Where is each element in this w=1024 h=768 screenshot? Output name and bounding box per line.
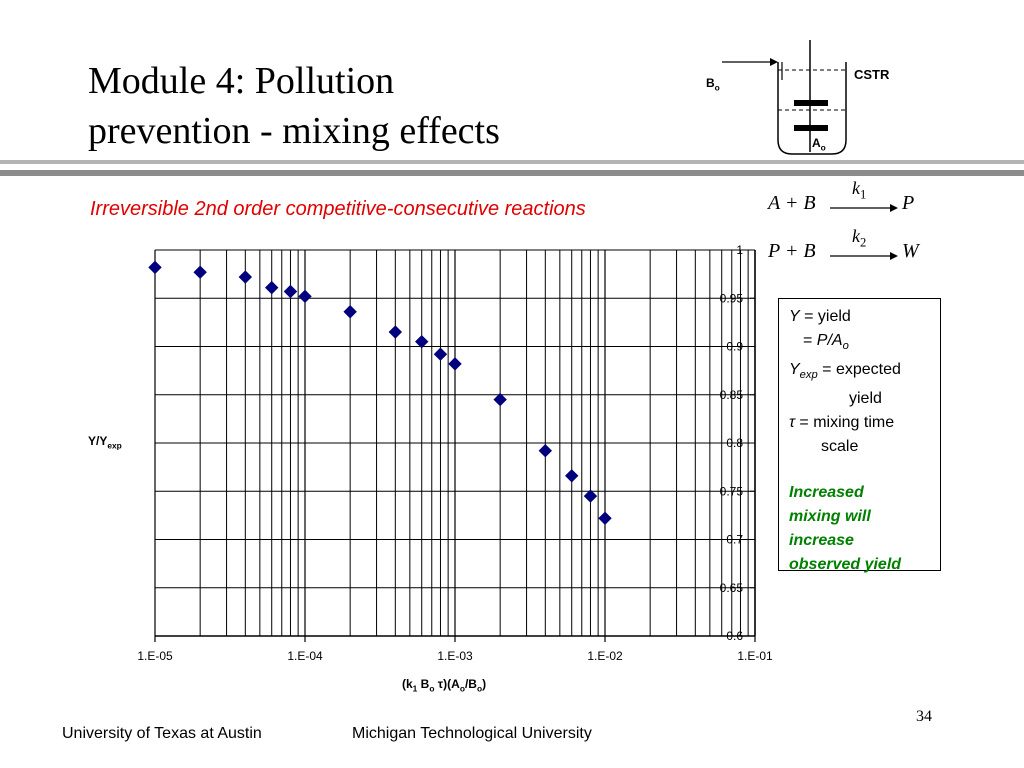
def-expected-yield: Yexp = expected	[789, 361, 901, 382]
y-tick-label: 0.9	[726, 340, 743, 354]
reactor-label: CSTR	[854, 67, 890, 82]
data-point	[598, 511, 612, 525]
data-point	[343, 305, 357, 319]
y-tick-label: 0.65	[720, 581, 744, 595]
y-tick-label: 0.95	[720, 291, 744, 305]
reaction-2-rate: k2	[852, 226, 867, 250]
impeller-blade-upper	[794, 100, 828, 106]
slide-title: Module 4: Pollution prevention - mixing …	[88, 56, 500, 156]
def-expected-yield-cont: yield	[849, 390, 882, 408]
data-point	[148, 260, 162, 275]
feed-arrow-icon	[770, 58, 778, 66]
x-tick-label: 1.E-02	[587, 649, 623, 663]
definitions-box: Y = yield = P/Ao Yexp = expected yield τ…	[778, 298, 941, 573]
x-tick-label: 1.E-01	[737, 649, 773, 663]
slide-title-line2: prevention - mixing effects	[88, 110, 500, 152]
reaction-1-rhs: P	[902, 192, 915, 214]
def-mixing-time: τ = mixing time	[789, 414, 895, 432]
reaction-1: A + B k1 P	[768, 178, 948, 222]
note-line-4: observed yield	[789, 556, 902, 574]
data-point	[388, 325, 403, 339]
impeller-blade-lower	[794, 125, 828, 131]
x-tick-label: 1.E-05	[137, 649, 173, 663]
data-point	[583, 489, 598, 503]
reaction-2: P + B k2 W	[768, 226, 948, 270]
data-point	[538, 444, 553, 458]
y-tick-label: 1	[736, 243, 743, 257]
data-point	[433, 347, 448, 361]
data-point	[193, 265, 207, 279]
cstr-diagram	[722, 40, 847, 155]
data-point	[265, 280, 279, 295]
y-axis-label: Y/Yexp	[88, 434, 122, 451]
y-tick-label: 0.75	[720, 484, 744, 498]
reactor-vessel	[777, 62, 847, 155]
note-line-3: increase	[789, 532, 854, 550]
x-tick-label: 1.E-03	[437, 649, 473, 663]
reaction-1-arrow-icon	[830, 204, 898, 212]
reaction-1-rate: k1	[852, 178, 867, 202]
note-line-1: Increased	[789, 484, 864, 502]
slide-subtitle: Irreversible 2nd order competitive-conse…	[90, 198, 586, 220]
def-mixing-time-cont: scale	[821, 438, 859, 456]
data-point	[448, 357, 462, 371]
slide-title-line1: Module 4: Pollution	[88, 60, 395, 102]
footer-right: Michigan Technological University	[352, 725, 592, 742]
separator-rule-top	[0, 160, 1024, 164]
footer-left: University of Texas at Austin	[62, 725, 262, 742]
y-tick-label: 0.85	[720, 388, 744, 402]
initial-label: Ao	[812, 136, 826, 153]
data-point	[283, 284, 298, 299]
data-point	[493, 392, 507, 407]
inlet-label: Bo	[706, 76, 720, 93]
def-yield-formula: = P/Ao	[803, 332, 849, 353]
reaction-2-rhs: W	[902, 240, 919, 262]
y-tick-label: 0.7	[726, 533, 743, 547]
x-axis-label: (k1 Bo τ)(Ao/Bo)	[402, 677, 487, 694]
data-point	[565, 469, 579, 483]
reaction-1-lhs: A + B	[768, 192, 816, 214]
reaction-2-lhs: P + B	[768, 240, 816, 262]
data-point	[298, 289, 312, 304]
data-point	[415, 334, 429, 349]
page-number: 34	[916, 708, 932, 725]
data-point	[238, 270, 253, 284]
x-tick-label: 1.E-04	[287, 649, 323, 663]
reaction-2-arrow-icon	[830, 252, 898, 260]
def-yield: Y = yield	[789, 308, 851, 325]
separator-rule-bottom	[0, 170, 1024, 176]
note-line-2: mixing will	[789, 508, 871, 526]
y-tick-label: 0.6	[726, 629, 743, 643]
y-tick-label: 0.8	[726, 436, 743, 450]
